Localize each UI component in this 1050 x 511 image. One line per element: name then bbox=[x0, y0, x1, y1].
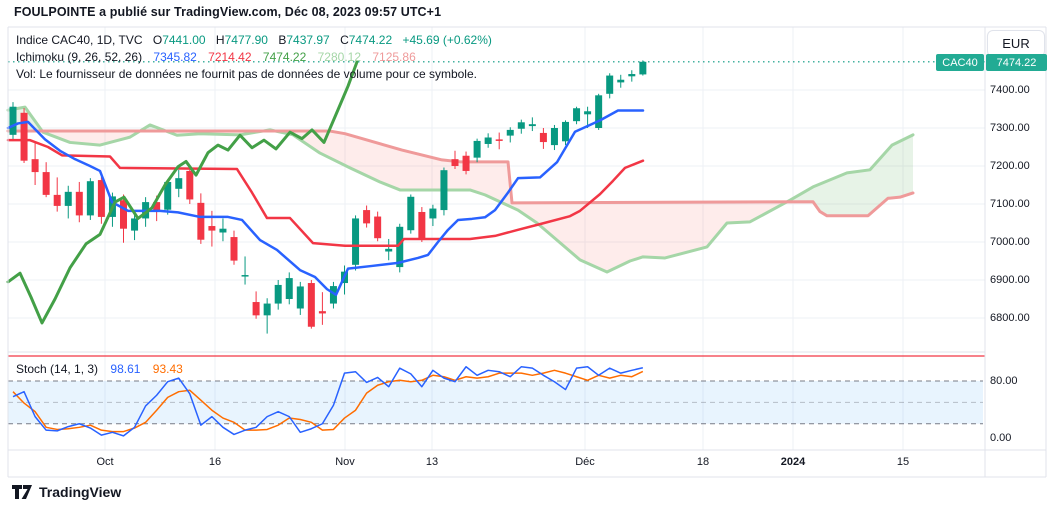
time-axis-label: Déc bbox=[575, 456, 595, 468]
time-axis-label: Nov bbox=[335, 456, 355, 468]
ichimoku-legend-row: Ichimoku (9, 26, 52, 26) 7345.82 7214.42… bbox=[16, 50, 416, 64]
stoch-d-value: 93.43 bbox=[152, 362, 183, 376]
high-label: H bbox=[215, 33, 225, 47]
low-label: B bbox=[278, 33, 287, 47]
price-axis-label: 6900.00 bbox=[990, 274, 1030, 286]
close-value: 7474.22 bbox=[348, 33, 393, 47]
price-axis-label: 7100.00 bbox=[990, 198, 1030, 210]
tenkan-value: 7345.82 bbox=[153, 50, 197, 64]
ichimoku-label: Ichimoku (9, 26, 52, 26) bbox=[16, 50, 143, 64]
price-axis-label: 7200.00 bbox=[990, 160, 1030, 172]
main-legend-row: Indice CAC40, 1D, TVC O7441.00 H7477.90 … bbox=[16, 33, 492, 47]
stoch-axis-label: 80.00 bbox=[990, 375, 1018, 387]
time-axis-label: 15 bbox=[896, 456, 910, 468]
change-value: +45.69 (+0.62%) bbox=[402, 33, 492, 47]
price-axis-label: 7000.00 bbox=[990, 236, 1030, 248]
senkou-b-value: 7125.86 bbox=[372, 50, 416, 64]
stoch-k-value: 98.61 bbox=[110, 362, 141, 376]
currency-button[interactable]: EUR bbox=[987, 30, 1045, 57]
high-value: 7477.90 bbox=[224, 33, 268, 47]
price-axis-label: 7400.00 bbox=[990, 84, 1030, 96]
tradingview-logo-text: TradingView bbox=[39, 484, 122, 500]
kijun-value: 7214.42 bbox=[208, 50, 252, 64]
tradingview-logo-icon bbox=[12, 485, 32, 499]
time-axis-label: 13 bbox=[425, 456, 439, 468]
senkou-a-value: 7280.12 bbox=[317, 50, 362, 64]
symbol-title: Indice CAC40, 1D, TVC bbox=[16, 33, 143, 47]
stoch-axis-label: 0.00 bbox=[990, 432, 1012, 444]
time-axis-label: 16 bbox=[208, 456, 222, 468]
stoch-legend-row: Stoch (14, 1, 3) 98.61 93.43 bbox=[16, 362, 183, 376]
time-axis-label: 2024 bbox=[780, 456, 806, 468]
price-axis-label: 7300.00 bbox=[990, 122, 1030, 134]
last-price-badge: 7474.22 bbox=[986, 54, 1047, 71]
low-value: 7437.97 bbox=[286, 33, 330, 47]
time-axis-label: Oct bbox=[96, 456, 114, 468]
chikou-value: 7474.22 bbox=[262, 50, 307, 64]
volume-note-row: Vol: Le fournisseur de données ne fourni… bbox=[16, 67, 477, 81]
symbol-badge: CAC40 bbox=[936, 54, 984, 71]
tradingview-footer[interactable]: TradingView bbox=[12, 484, 121, 500]
price-axis-label: 6800.00 bbox=[990, 312, 1030, 324]
open-label: O bbox=[152, 33, 163, 47]
volume-note: Vol: Le fournisseur de données ne fourni… bbox=[16, 67, 477, 81]
stoch-label: Stoch (14, 1, 3) bbox=[16, 362, 99, 376]
time-axis-label: 18 bbox=[696, 456, 710, 468]
attribution-text: FOULPOINTE a publié sur TradingView.com,… bbox=[14, 5, 442, 19]
open-value: 7441.00 bbox=[162, 33, 206, 47]
close-label: C bbox=[340, 33, 349, 47]
